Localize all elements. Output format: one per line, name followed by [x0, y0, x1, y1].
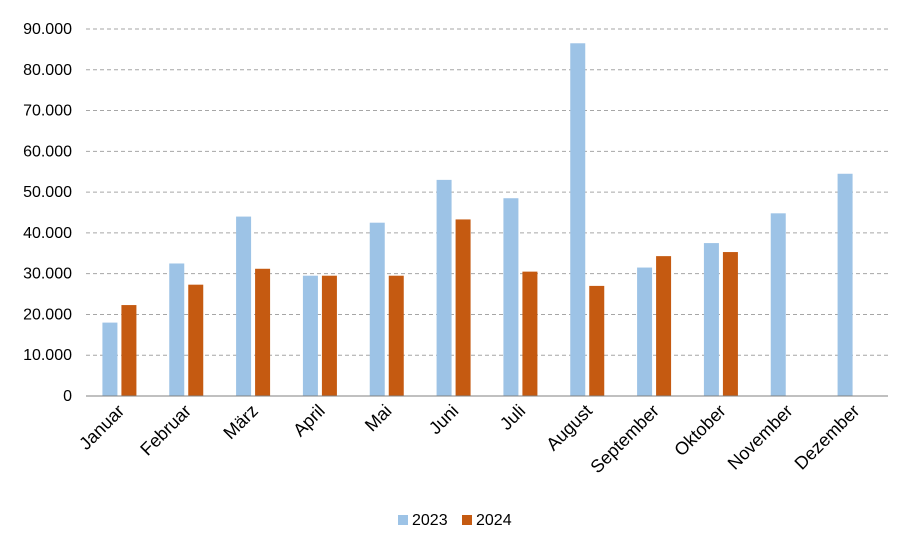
- bar-2024-august: [589, 285, 605, 396]
- bars: [102, 43, 853, 397]
- legend-label-2024: 2024: [476, 512, 512, 529]
- legend: 2023 2024: [398, 512, 512, 529]
- bar-2023-juli: [503, 198, 519, 396]
- bar-2023-dezember: [837, 173, 853, 396]
- x-tick-label: Juni: [425, 401, 462, 438]
- bar-2024-april: [321, 275, 337, 396]
- y-tick-label: 60.000: [23, 143, 72, 160]
- y-tick-label: 30.000: [23, 266, 72, 283]
- legend-swatch-2023: [398, 515, 408, 525]
- x-tick-label: September: [587, 401, 663, 477]
- y-tick-label: 70.000: [23, 103, 72, 120]
- bar-2024-juni: [455, 219, 471, 396]
- bar-2024-januar: [121, 305, 137, 396]
- bar-2023-januar: [102, 322, 118, 396]
- x-tick-label: Januar: [75, 401, 128, 454]
- bar-2024-oktober: [722, 252, 738, 396]
- x-tick-label: November: [724, 401, 797, 474]
- x-tick-label: März: [219, 401, 261, 443]
- x-tick-label: Juli: [496, 401, 529, 434]
- legend-label-2023: 2023: [412, 512, 448, 529]
- bar-2023-mai: [369, 222, 385, 396]
- x-axis-labels: Januar Februar März April Mai Juni Juli AugustS…: [75, 401, 863, 477]
- y-tick-label: 80.000: [23, 62, 72, 79]
- x-tick-label: Oktober: [670, 401, 729, 460]
- x-tick-label: Dezember: [791, 401, 864, 474]
- x-tick-label: April: [289, 401, 329, 441]
- y-tick-label: 50.000: [23, 184, 72, 201]
- bar-2024-februar: [188, 284, 204, 396]
- bar-2023-august: [570, 43, 586, 397]
- x-tick-label: August: [542, 401, 596, 455]
- bar-2024-september: [656, 256, 672, 396]
- y-tick-label: 40.000: [23, 225, 72, 242]
- y-axis-ticks: 0 10.000 20.000 30.000 40.000 50.000 60.000 70.…: [23, 21, 72, 405]
- gridlines: [86, 28, 888, 356]
- bar-2024-mai: [388, 275, 404, 396]
- bar-2023-februar: [169, 263, 185, 396]
- bar-2024-juli: [522, 271, 538, 396]
- bar-2023-september: [637, 267, 653, 396]
- legend-swatch-2024: [462, 515, 472, 525]
- y-tick-label: 0: [63, 388, 72, 405]
- x-tick-label: Februar: [136, 401, 195, 460]
- bar-2023-november: [770, 213, 786, 396]
- bar-2024-märz: [255, 268, 271, 396]
- y-tick-label: 20.000: [23, 306, 72, 323]
- bar-2023-märz: [236, 216, 252, 396]
- x-tick-label: Mai: [361, 401, 396, 436]
- y-tick-label: 90.000: [23, 21, 72, 38]
- bar-2023-april: [302, 275, 318, 396]
- y-tick-label: 10.000: [23, 347, 72, 364]
- bar-2023-oktober: [703, 243, 719, 396]
- bar-2023-juni: [436, 179, 452, 396]
